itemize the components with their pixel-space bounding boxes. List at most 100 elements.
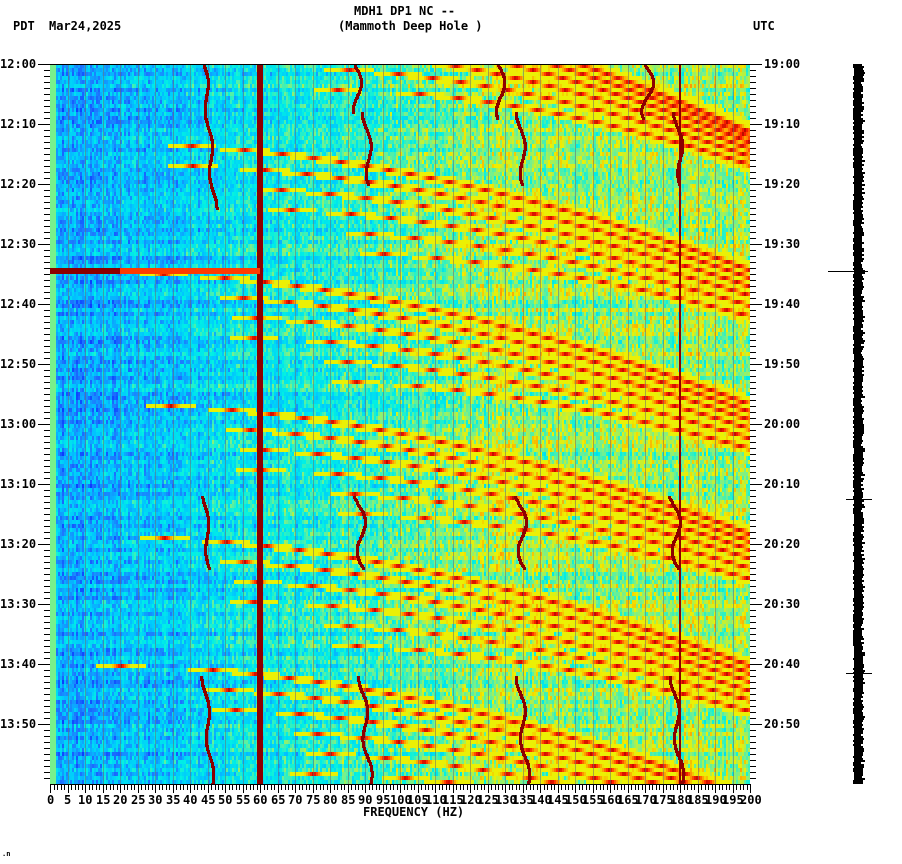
trace-segment <box>854 622 863 624</box>
minor-tick <box>463 784 464 790</box>
trace-segment <box>854 566 863 568</box>
trace-segment <box>853 116 861 118</box>
trace-segment <box>853 764 864 766</box>
trace-segment <box>854 664 864 666</box>
major-tick <box>750 364 762 365</box>
minor-tick <box>71 784 72 790</box>
trace-segment <box>853 386 863 388</box>
trace-segment <box>853 634 862 636</box>
minor-tick <box>736 784 737 790</box>
trace-segment <box>854 608 863 610</box>
minor-tick <box>44 562 50 563</box>
y-tick-label-left: 13:20 <box>0 537 37 551</box>
major-tick <box>103 784 104 793</box>
minor-tick <box>166 784 167 790</box>
minor-tick <box>673 784 674 790</box>
minor-tick <box>78 784 79 790</box>
trace-segment <box>853 376 863 378</box>
trace-segment <box>854 752 863 754</box>
minor-tick <box>460 784 461 790</box>
minor-tick <box>750 88 756 89</box>
minor-tick <box>750 148 756 149</box>
x-tick-label: 190 <box>705 793 727 807</box>
minor-tick <box>44 700 50 701</box>
trace-segment <box>854 356 863 358</box>
trace-segment <box>854 606 864 608</box>
trace-segment <box>854 488 864 490</box>
trace-segment <box>853 600 863 602</box>
minor-tick <box>467 784 468 790</box>
minor-tick <box>44 610 50 611</box>
minor-tick <box>600 784 601 790</box>
trace-segment <box>854 214 863 216</box>
minor-tick <box>750 262 756 263</box>
trace-segment <box>853 268 863 270</box>
major-tick <box>173 784 174 793</box>
minor-tick <box>44 256 50 257</box>
minor-tick <box>141 784 142 790</box>
minor-tick <box>44 214 50 215</box>
major-tick <box>365 784 366 793</box>
trace-segment <box>854 296 864 298</box>
trace-segment <box>854 452 863 454</box>
x-tick-label: 30 <box>148 793 163 807</box>
minor-tick <box>127 784 128 790</box>
trace-segment <box>853 262 861 264</box>
minor-tick <box>44 778 50 779</box>
x-tick-label: 165 <box>617 793 639 807</box>
trace-segment <box>853 388 862 390</box>
trace-segment <box>853 338 863 340</box>
trace-segment <box>854 156 863 158</box>
major-tick <box>120 784 121 793</box>
minor-tick <box>44 766 50 767</box>
minor-tick <box>750 412 756 413</box>
trace-segment <box>853 554 864 556</box>
major-tick <box>750 664 762 665</box>
trace-segment <box>853 78 864 80</box>
major-tick <box>50 784 51 793</box>
minor-tick <box>44 658 50 659</box>
minor-tick <box>750 106 756 107</box>
trace-segment <box>853 352 861 354</box>
trace-segment <box>853 292 862 294</box>
trace-segment <box>853 460 863 462</box>
minor-tick <box>257 784 258 790</box>
trace-segment <box>853 224 861 226</box>
minor-tick <box>750 208 756 209</box>
minor-tick <box>369 784 370 790</box>
trace-segment <box>854 174 863 176</box>
trace-segment <box>854 226 862 228</box>
major-tick <box>138 784 139 793</box>
minor-tick <box>582 784 583 790</box>
trace-segment <box>853 422 863 424</box>
trace-segment <box>854 742 863 744</box>
trace-segment <box>854 80 864 82</box>
minor-tick <box>750 706 756 707</box>
major-tick <box>68 784 69 793</box>
trace-segment <box>854 324 863 326</box>
trace-segment <box>854 192 865 194</box>
trace-segment <box>854 536 864 538</box>
trace-segment <box>853 238 862 240</box>
minor-tick <box>264 784 265 790</box>
trace-segment <box>854 590 864 592</box>
trace-segment <box>854 366 864 368</box>
minor-tick <box>750 550 756 551</box>
x-tick-label: 110 <box>425 793 447 807</box>
trace-segment <box>854 216 863 218</box>
minor-tick <box>397 784 398 790</box>
trace-segment <box>853 220 862 222</box>
minor-tick <box>183 784 184 790</box>
trace-segment <box>853 94 863 96</box>
minor-tick <box>281 784 282 790</box>
trace-segment <box>854 260 863 262</box>
trace-segment <box>853 264 862 266</box>
major-tick <box>750 64 762 65</box>
major-tick <box>593 784 594 793</box>
trace-segment <box>853 126 862 128</box>
minor-tick <box>288 784 289 790</box>
x-tick-label: 70 <box>288 793 303 807</box>
trace-segment <box>854 124 862 126</box>
trace-segment <box>854 364 863 366</box>
trace-segment <box>854 342 864 344</box>
